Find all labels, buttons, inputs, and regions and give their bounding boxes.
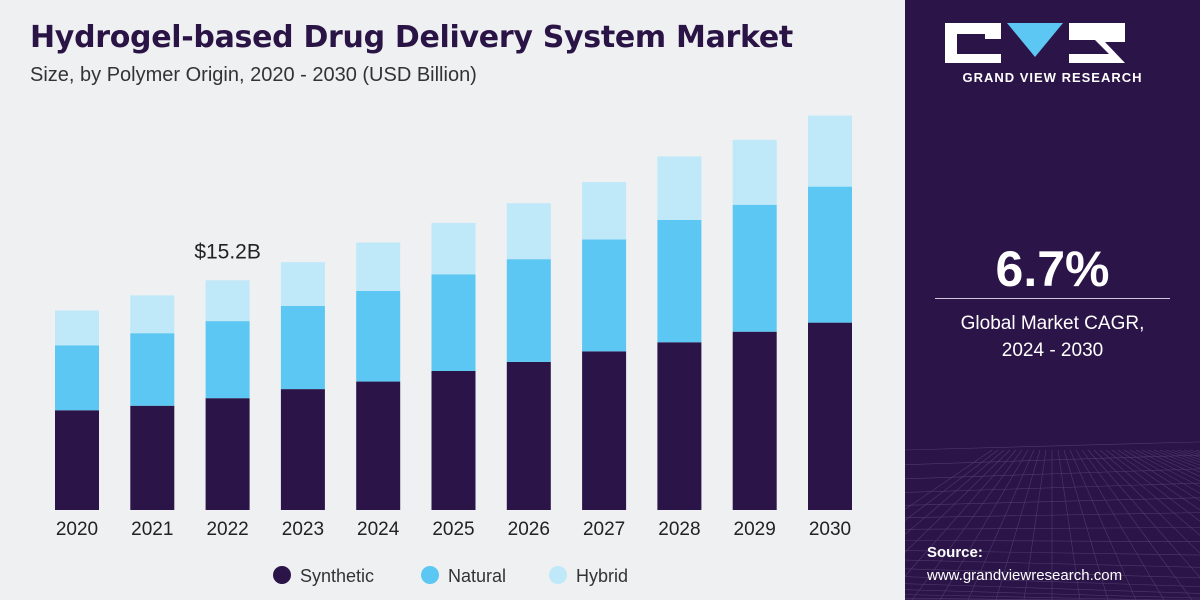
bar-synthetic-2025 [431, 370, 476, 510]
bar-synthetic-2022 [205, 398, 250, 510]
x-tick-label: 2030 [809, 519, 851, 540]
source-label: Source: [927, 544, 983, 561]
chart-subtitle: Size, by Polymer Origin, 2020 - 2030 (US… [30, 64, 477, 86]
x-tick-label: 2024 [357, 519, 400, 540]
chart-title: Hydrogel-based Drug Delivery System Mark… [30, 20, 793, 55]
bar-natural-2029 [732, 204, 777, 332]
bar-natural-2021 [130, 333, 175, 406]
legend-marker-natural [421, 566, 439, 584]
brand-name: GRAND VIEW RESEARCH [962, 70, 1143, 85]
decorative-grid [905, 441, 1200, 600]
bar-synthetic-2024 [356, 381, 401, 510]
bar-synthetic-2026 [506, 361, 551, 510]
bar-hybrid-2024 [356, 242, 401, 291]
bar-hybrid-2027 [582, 182, 627, 240]
x-tick-label: 2026 [508, 519, 550, 540]
bar-hybrid-2022 [205, 280, 250, 322]
bar-synthetic-2023 [280, 389, 325, 510]
bar-natural-2023 [280, 306, 325, 390]
legend-label: Synthetic [300, 566, 374, 586]
bar-natural-2024 [356, 290, 401, 382]
bar-hybrid-2028 [657, 156, 702, 220]
legend-label: Natural [448, 566, 506, 586]
bar-natural-2022 [205, 321, 250, 399]
legend-marker-synthetic [273, 566, 291, 584]
bar-natural-2030 [808, 186, 852, 323]
x-tick-label: 2021 [131, 519, 173, 540]
bar-natural-2027 [582, 239, 627, 352]
bar-hybrid-2029 [732, 139, 777, 205]
cagr-value: 6.7% [995, 241, 1110, 297]
x-tick-label: 2020 [56, 519, 98, 540]
bar-hybrid-2020 [55, 310, 99, 346]
bar-synthetic-2020 [55, 410, 99, 510]
chart-panel: Hydrogel-based Drug Delivery System Mark… [30, 20, 852, 586]
bar-synthetic-2030 [808, 322, 852, 510]
bar-hybrid-2026 [506, 203, 551, 260]
x-tick-label: 2025 [432, 519, 474, 540]
x-tick-label: 2022 [206, 519, 248, 540]
bar-synthetic-2029 [732, 331, 777, 510]
divider [935, 298, 1170, 299]
bar-synthetic-2021 [130, 405, 175, 510]
data-label: $15.2B [194, 240, 261, 263]
bar-synthetic-2028 [657, 342, 702, 510]
info-panel: GRAND VIEW RESEARCH 6.7% Global Market C… [905, 0, 1200, 600]
x-tick-label: 2029 [734, 519, 776, 540]
bar-natural-2020 [55, 345, 99, 411]
legend-label: Hybrid [576, 566, 628, 586]
cagr-label-line1: Global Market CAGR, [960, 313, 1145, 334]
legend-marker-hybrid [549, 566, 567, 584]
bar-hybrid-2030 [808, 115, 852, 187]
bar-natural-2026 [506, 259, 551, 362]
bar-hybrid-2023 [280, 262, 325, 306]
gvr-logo-icon [945, 23, 1125, 63]
bar-natural-2028 [657, 219, 702, 343]
bar-hybrid-2021 [130, 295, 175, 334]
x-tick-label: 2027 [583, 519, 625, 540]
x-tick-label: 2028 [658, 519, 700, 540]
cagr-label: Global Market CAGR, 2024 - 2030 [905, 310, 1200, 364]
bar-synthetic-2027 [582, 351, 627, 510]
stacked-bar-chart: 2020 2021 2022 2023 2024 2025 2026 2027 2028 2029… [55, 115, 852, 586]
bar-hybrid-2025 [431, 222, 476, 275]
x-tick-label: 2023 [282, 519, 324, 540]
bar-natural-2025 [431, 274, 476, 371]
source-link[interactable]: www.grandviewresearch.com [927, 567, 1123, 584]
cagr-label-line2: 2024 - 2030 [1001, 340, 1104, 361]
